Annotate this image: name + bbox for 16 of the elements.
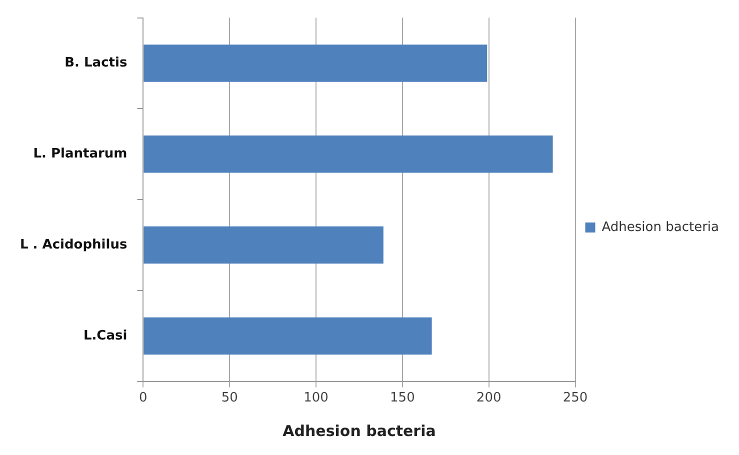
legend-label: Adhesion bacteria [602,220,719,235]
x-tick-label: 200 [476,390,502,406]
bar [144,317,432,355]
bar [144,226,384,264]
x-axis-title: Adhesion bacteria [282,422,436,440]
y-tick-label: L.Casi [83,328,128,344]
x-tick-label: 250 [562,390,588,406]
x-tick-label: 50 [221,390,238,406]
x-tick-label: 0 [139,390,148,406]
y-tick-label: L . Acidophilus [20,237,128,252]
x-tick-label: 150 [390,390,415,406]
y-tick-label: B. Lactis [64,56,128,71]
x-tick-label: 100 [304,390,328,406]
y-tick-label: L. Plantarum [33,146,128,162]
bar [144,44,488,82]
bar [144,136,553,173]
